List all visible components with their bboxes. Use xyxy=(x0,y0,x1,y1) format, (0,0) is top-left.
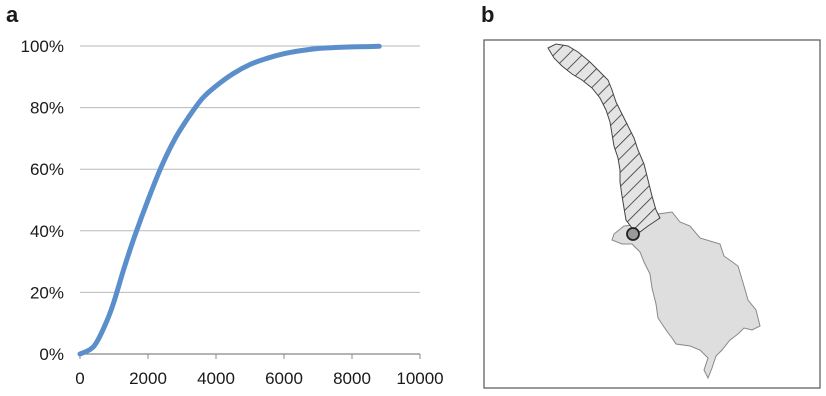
series-line-0 xyxy=(77,43,382,357)
series-layer xyxy=(77,43,382,357)
y-tick-label: 0% xyxy=(39,345,64,364)
y-tick-label: 20% xyxy=(30,283,64,302)
hatched-region xyxy=(547,43,661,233)
y-tick-label: 40% xyxy=(30,222,64,241)
cumulative-line-chart: 0% 20% 40% 60% 80% 100% 0 2000 4000 6000 8000 1000… xyxy=(21,37,444,388)
panel-label-a: a xyxy=(6,2,19,27)
x-axis-ticks: 0 2000 4000 6000 8000 10000 xyxy=(75,369,443,388)
x-tick-label: 8000 xyxy=(333,369,371,388)
y-tick-label: 100% xyxy=(21,37,64,56)
x-tick-label: 2000 xyxy=(129,369,167,388)
x-tick-label: 0 xyxy=(75,369,84,388)
location-marker xyxy=(626,227,640,241)
shaded-region xyxy=(611,211,761,380)
x-tick-label: 4000 xyxy=(197,369,235,388)
x-tick-label: 10000 xyxy=(396,369,443,388)
y-tick-label: 80% xyxy=(30,99,64,118)
y-tick-label: 60% xyxy=(30,160,64,179)
panel-label-b: b xyxy=(481,2,495,27)
x-tick-label: 6000 xyxy=(265,369,303,388)
y-axis-ticks: 0% 20% 40% 60% 80% 100% xyxy=(21,37,64,364)
